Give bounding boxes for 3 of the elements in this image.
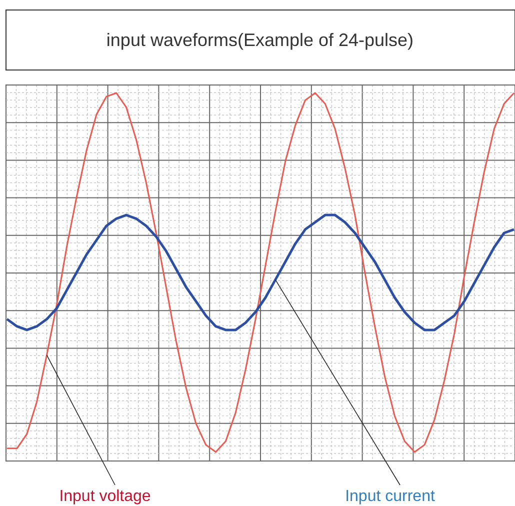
chart-title: input waveforms(Example of 24-pulse): [106, 30, 414, 50]
text: Input current: [345, 488, 436, 505]
text: Input voltage: [59, 488, 151, 505]
